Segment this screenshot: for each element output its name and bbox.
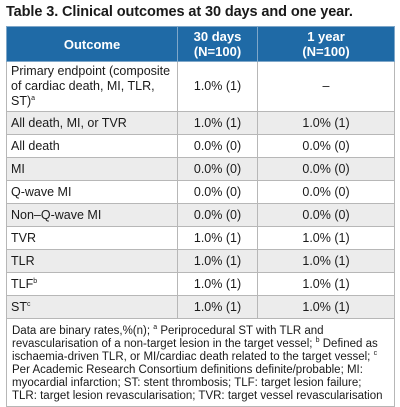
cell-30-days: 0.0% (0) — [177, 134, 258, 158]
row-footnote-mark: a — [31, 95, 36, 102]
header-30-days: 30 days (N=100) — [177, 26, 258, 62]
footnote-mark-b: b — [315, 337, 320, 344]
row-label-text: Primary endpoint (composite of cardiac d… — [11, 64, 171, 108]
cell-1-year: 1.0% (1) — [257, 272, 395, 296]
cell-1-year: 0.0% (0) — [257, 180, 395, 204]
cell-1-year: – — [257, 61, 395, 112]
row-footnote-mark: b — [33, 277, 38, 285]
table-row: All death 0.0% (0) 0.0% (0) — [6, 134, 395, 158]
cell-30-days: 1.0% (1) — [177, 61, 258, 112]
cell-1-year: 1.0% (1) — [257, 111, 395, 135]
header-1-year-n: (N=100) — [302, 44, 350, 59]
row-label: TLR — [6, 249, 178, 273]
footnote-mark-a: a — [153, 324, 158, 331]
row-label: Q-wave MI — [6, 180, 178, 204]
header-1-year-label: 1 year — [307, 29, 345, 44]
cell-1-year: 0.0% (0) — [257, 157, 395, 181]
table-row: STc 1.0% (1) 1.0% (1) — [6, 295, 395, 319]
table-footnote: Data are binary rates,%(n); a Periproced… — [6, 318, 395, 407]
cell-1-year: 1.0% (1) — [257, 249, 395, 273]
cell-30-days: 1.0% (1) — [177, 249, 258, 273]
row-label-text: TLF — [11, 276, 34, 291]
footnote-text: Defined as ischaemia-driven TLR, or MI/c… — [12, 338, 378, 363]
footnote-text: Data are binary rates,%(n); — [12, 325, 154, 337]
footnote-text: Periprocedural ST with TLR and revascula… — [12, 325, 324, 350]
table-caption: Table 3. Clinical outcomes at 30 days an… — [6, 4, 353, 20]
header-1-year: 1 year (N=100) — [257, 26, 395, 62]
cell-1-year: 1.0% (1) — [257, 295, 395, 319]
table-row: TLR 1.0% (1) 1.0% (1) — [6, 249, 395, 273]
table-row: TLFb 1.0% (1) 1.0% (1) — [6, 272, 395, 296]
cell-1-year: 1.0% (1) — [257, 226, 395, 250]
table-row: Q-wave MI 0.0% (0) 0.0% (0) — [6, 180, 395, 204]
cell-30-days: 1.0% (1) — [177, 272, 258, 296]
table-row: Primary endpoint (composite of cardiac d… — [6, 61, 395, 112]
cell-30-days: 0.0% (0) — [177, 203, 258, 227]
table-row: MI 0.0% (0) 0.0% (0) — [6, 157, 395, 181]
row-footnote-mark: c — [26, 300, 31, 308]
header-30-days-label: 30 days — [193, 29, 242, 44]
row-label: TVR — [6, 226, 178, 250]
table-row: TVR 1.0% (1) 1.0% (1) — [6, 226, 395, 250]
cell-1-year: 0.0% (0) — [257, 203, 395, 227]
cell-30-days: 0.0% (0) — [177, 157, 258, 181]
row-label: Primary endpoint (composite of cardiac d… — [6, 61, 178, 112]
header-outcome: Outcome — [6, 26, 178, 62]
footnote-text: Per Academic Research Consortium definit… — [12, 364, 383, 402]
row-label: STc — [6, 295, 178, 319]
row-label: MI — [6, 157, 178, 181]
row-label: All death, MI, or TVR — [6, 111, 178, 135]
cell-30-days: 0.0% (0) — [177, 180, 258, 204]
table-row: Non–Q-wave MI 0.0% (0) 0.0% (0) — [6, 203, 395, 227]
cell-30-days: 1.0% (1) — [177, 295, 258, 319]
row-label: TLFb — [6, 272, 178, 296]
cell-1-year: 0.0% (0) — [257, 134, 395, 158]
table-row: All death, MI, or TVR 1.0% (1) 1.0% (1) — [6, 111, 395, 135]
cell-30-days: 1.0% (1) — [177, 226, 258, 250]
row-label: Non–Q-wave MI — [6, 203, 178, 227]
cell-30-days: 1.0% (1) — [177, 111, 258, 135]
row-label: All death — [6, 134, 178, 158]
header-row: Outcome 30 days (N=100) 1 year (N=100) — [6, 26, 395, 62]
header-30-days-n: (N=100) — [193, 44, 242, 59]
row-label-text: ST — [11, 299, 27, 314]
footnote-row: Data are binary rates,%(n); a Periproced… — [6, 318, 395, 407]
outcomes-table: Outcome 30 days (N=100) 1 year (N=100) P… — [6, 26, 395, 407]
table-body: Primary endpoint (composite of cardiac d… — [6, 61, 395, 407]
footnote-mark-c: c — [373, 350, 378, 357]
